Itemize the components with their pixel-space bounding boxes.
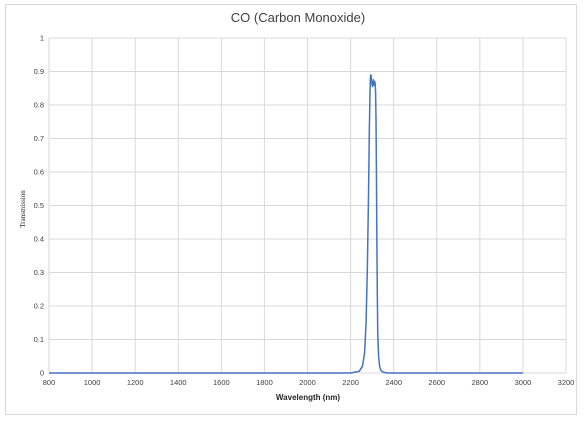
x-tick-label: 1800 (256, 378, 273, 387)
y-tick-label: 0.5 (34, 201, 44, 210)
y-tick-labels: 0 0.1 0.2 0.3 0.4 0.5 0.6 0.7 0.8 0.9 1 (34, 34, 44, 378)
series-line (49, 74, 523, 374)
x-tick-label: 800 (43, 378, 56, 387)
x-tick-label: 1400 (170, 378, 187, 387)
x-axis-label: Wavelength (nm) (276, 393, 340, 402)
x-tick-label: 3000 (515, 378, 532, 387)
x-tick-label: 2000 (299, 378, 316, 387)
y-tick-label: 0.9 (34, 67, 44, 76)
y-tick-label: 0 (40, 369, 44, 378)
chart-title: CO (Carbon Monoxide) (231, 10, 365, 25)
x-tick-label: 3200 (558, 378, 575, 387)
x-tick-label: 2800 (471, 378, 488, 387)
y-tick-label: 0.2 (34, 302, 44, 311)
y-tick-label: 0.6 (34, 168, 44, 177)
y-tick-label: 0.3 (34, 268, 44, 277)
gridlines (48, 37, 567, 374)
series-group (49, 74, 523, 374)
x-tick-label: 2400 (385, 378, 402, 387)
x-tick-label: 2600 (428, 378, 445, 387)
y-axis-label: Transmission (19, 190, 27, 228)
x-tick-label: 2200 (342, 378, 359, 387)
y-tick-label: 0.8 (34, 101, 44, 110)
x-tick-label: 1600 (213, 378, 230, 387)
y-tick-label: 0.4 (34, 235, 44, 244)
y-tick-label: 0.7 (34, 134, 44, 143)
x-tick-label: 1000 (84, 378, 101, 387)
x-tick-label: 1200 (127, 378, 144, 387)
y-tick-label: 0.1 (34, 335, 44, 344)
chart: CO (Carbon Monoxide) 0 0.1 0.2 0.3 0.4 0.5 0.6… (19, 10, 575, 402)
y-tick-label: 1 (40, 34, 44, 43)
x-tick-labels: 800 1000 1200 1400 1600 1800 2000 2200 2400 2600 2… (43, 378, 575, 387)
chart-frame: CO (Carbon Monoxide) 0 0.1 0.2 0.3 0.4 0.5 0.6… (5, 4, 577, 415)
